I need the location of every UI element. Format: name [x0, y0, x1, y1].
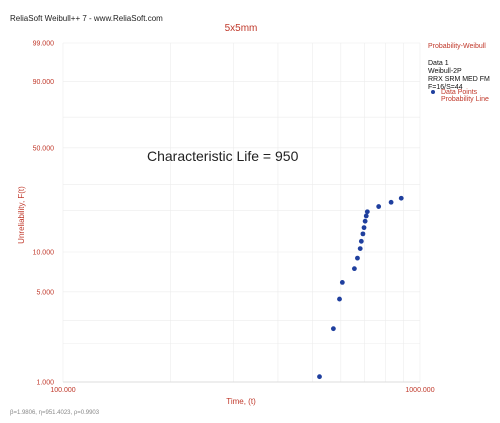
y-tick-label: 50.000: [33, 145, 55, 152]
legend-line-3: RRX SRM MED FM: [428, 76, 490, 83]
data-point: [355, 255, 360, 261]
legend-entry-probability-line: Probability Line: [441, 96, 489, 103]
data-point: [339, 280, 345, 285]
tick-labels: 99.000 90.000 50.000 10.000 5.000 1.000100.00…: [33, 41, 435, 395]
app-title: ReliaSoft Weibull++ 7 - www.ReliaSoft.co…: [10, 14, 163, 23]
legend-line-4: F=16/S=44: [428, 84, 463, 91]
legend-header: Probability-Weibull: [428, 43, 486, 50]
data-point: [362, 218, 368, 224]
data-point: [364, 209, 370, 215]
y-tick-label: 5.000: [36, 289, 54, 296]
y-tick-label: 1.000: [36, 380, 54, 387]
data-point: [363, 213, 369, 219]
legend-line-2: Weibull-2P: [428, 68, 462, 75]
characteristic-life-annotation: Characteristic Life = 950: [147, 148, 299, 164]
x-axis-label: Time, (t): [226, 397, 256, 406]
data-point: [361, 225, 367, 231]
data-point: [388, 199, 394, 205]
y-tick-label: 99.000: [33, 41, 55, 48]
grid: [62, 42, 421, 383]
y-tick-label: 10.000: [33, 249, 55, 256]
legend-marker-icon: [431, 90, 435, 94]
data-point: [337, 296, 342, 302]
data-point: [357, 246, 363, 251]
data-point: [351, 266, 357, 272]
footer-parameters: β=1.9806, η=951.4023, ρ=0.9903: [10, 410, 100, 416]
y-tick-label: 90.000: [33, 79, 55, 86]
legend-line-1: Data 1: [428, 60, 449, 67]
x-tick-label: 100.000: [50, 387, 75, 394]
legend-entry-data-points: Data Points: [441, 89, 478, 96]
x-tick-label: 1000.000: [405, 387, 434, 394]
data-point: [360, 231, 366, 237]
data-point: [317, 374, 322, 380]
data-point: [358, 238, 364, 244]
data-point: [398, 195, 404, 201]
chart-title: 5x5mm: [225, 23, 258, 34]
data-points: [317, 195, 404, 380]
legend: Probability-Weibull Data 1 Weibull-2P RR…: [428, 43, 490, 103]
data-point: [330, 326, 336, 332]
data-point: [376, 204, 382, 209]
y-axis-label: Unreliability, F(t): [17, 186, 26, 244]
